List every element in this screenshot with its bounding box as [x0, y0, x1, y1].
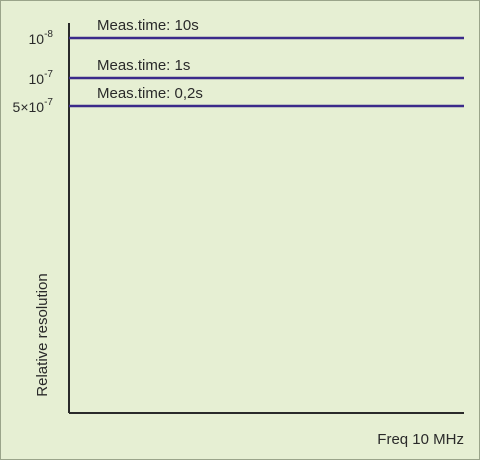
y-tick-base: 10 — [29, 31, 45, 47]
y-tick-base: 10 — [29, 71, 45, 87]
y-tick-label-2: 10-7 — [29, 69, 54, 87]
series-label-3: Meas.time: 0,2s — [97, 85, 203, 102]
y-tick-label-1: 10-8 — [29, 29, 54, 47]
y-axis-label: Relative resolution — [34, 273, 51, 396]
y-tick-exponent: -7 — [44, 69, 53, 80]
series-label-2: Meas.time: 1s — [97, 57, 190, 74]
y-tick-exponent: -7 — [44, 97, 53, 108]
x-axis-label: Freq 10 MHz — [377, 431, 464, 448]
series-label-1: Meas.time: 10s — [97, 17, 199, 34]
y-tick-label-3: 5×10-7 — [13, 97, 54, 115]
y-tick-base: 5×10 — [13, 99, 45, 115]
y-tick-exponent: -8 — [44, 29, 53, 40]
